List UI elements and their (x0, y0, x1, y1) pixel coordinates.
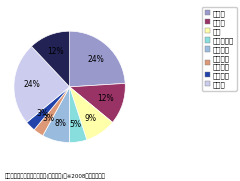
Text: 24%: 24% (87, 55, 104, 64)
Wedge shape (70, 87, 87, 143)
Text: 5%: 5% (70, 120, 82, 129)
Wedge shape (70, 83, 125, 122)
Text: 12%: 12% (47, 47, 64, 56)
Text: 3%: 3% (42, 114, 54, 123)
Text: 12%: 12% (97, 94, 114, 103)
Text: 24%: 24% (24, 80, 40, 89)
Wedge shape (34, 87, 70, 136)
Wedge shape (70, 87, 113, 140)
Wedge shape (31, 31, 70, 87)
Wedge shape (43, 87, 70, 143)
Wedge shape (14, 46, 70, 122)
Wedge shape (70, 31, 125, 87)
Text: 8%: 8% (54, 119, 66, 128)
Text: 9%: 9% (85, 114, 97, 123)
Wedge shape (27, 87, 70, 130)
Text: 出火原因ごとの火災発生状況(住宅火災)　※2008年消防庁調べ: 出火原因ごとの火災発生状況(住宅火災) ※2008年消防庁調べ (5, 174, 106, 179)
Legend: こんろ, たばこ, 放火, 放火の疑い, ストーブ, 電灯電話
等の配線, 配線器具, その他: こんろ, たばこ, 放火, 放火の疑い, ストーブ, 電灯電話 等の配線, 配線… (202, 7, 237, 91)
Text: 3%: 3% (37, 109, 49, 118)
